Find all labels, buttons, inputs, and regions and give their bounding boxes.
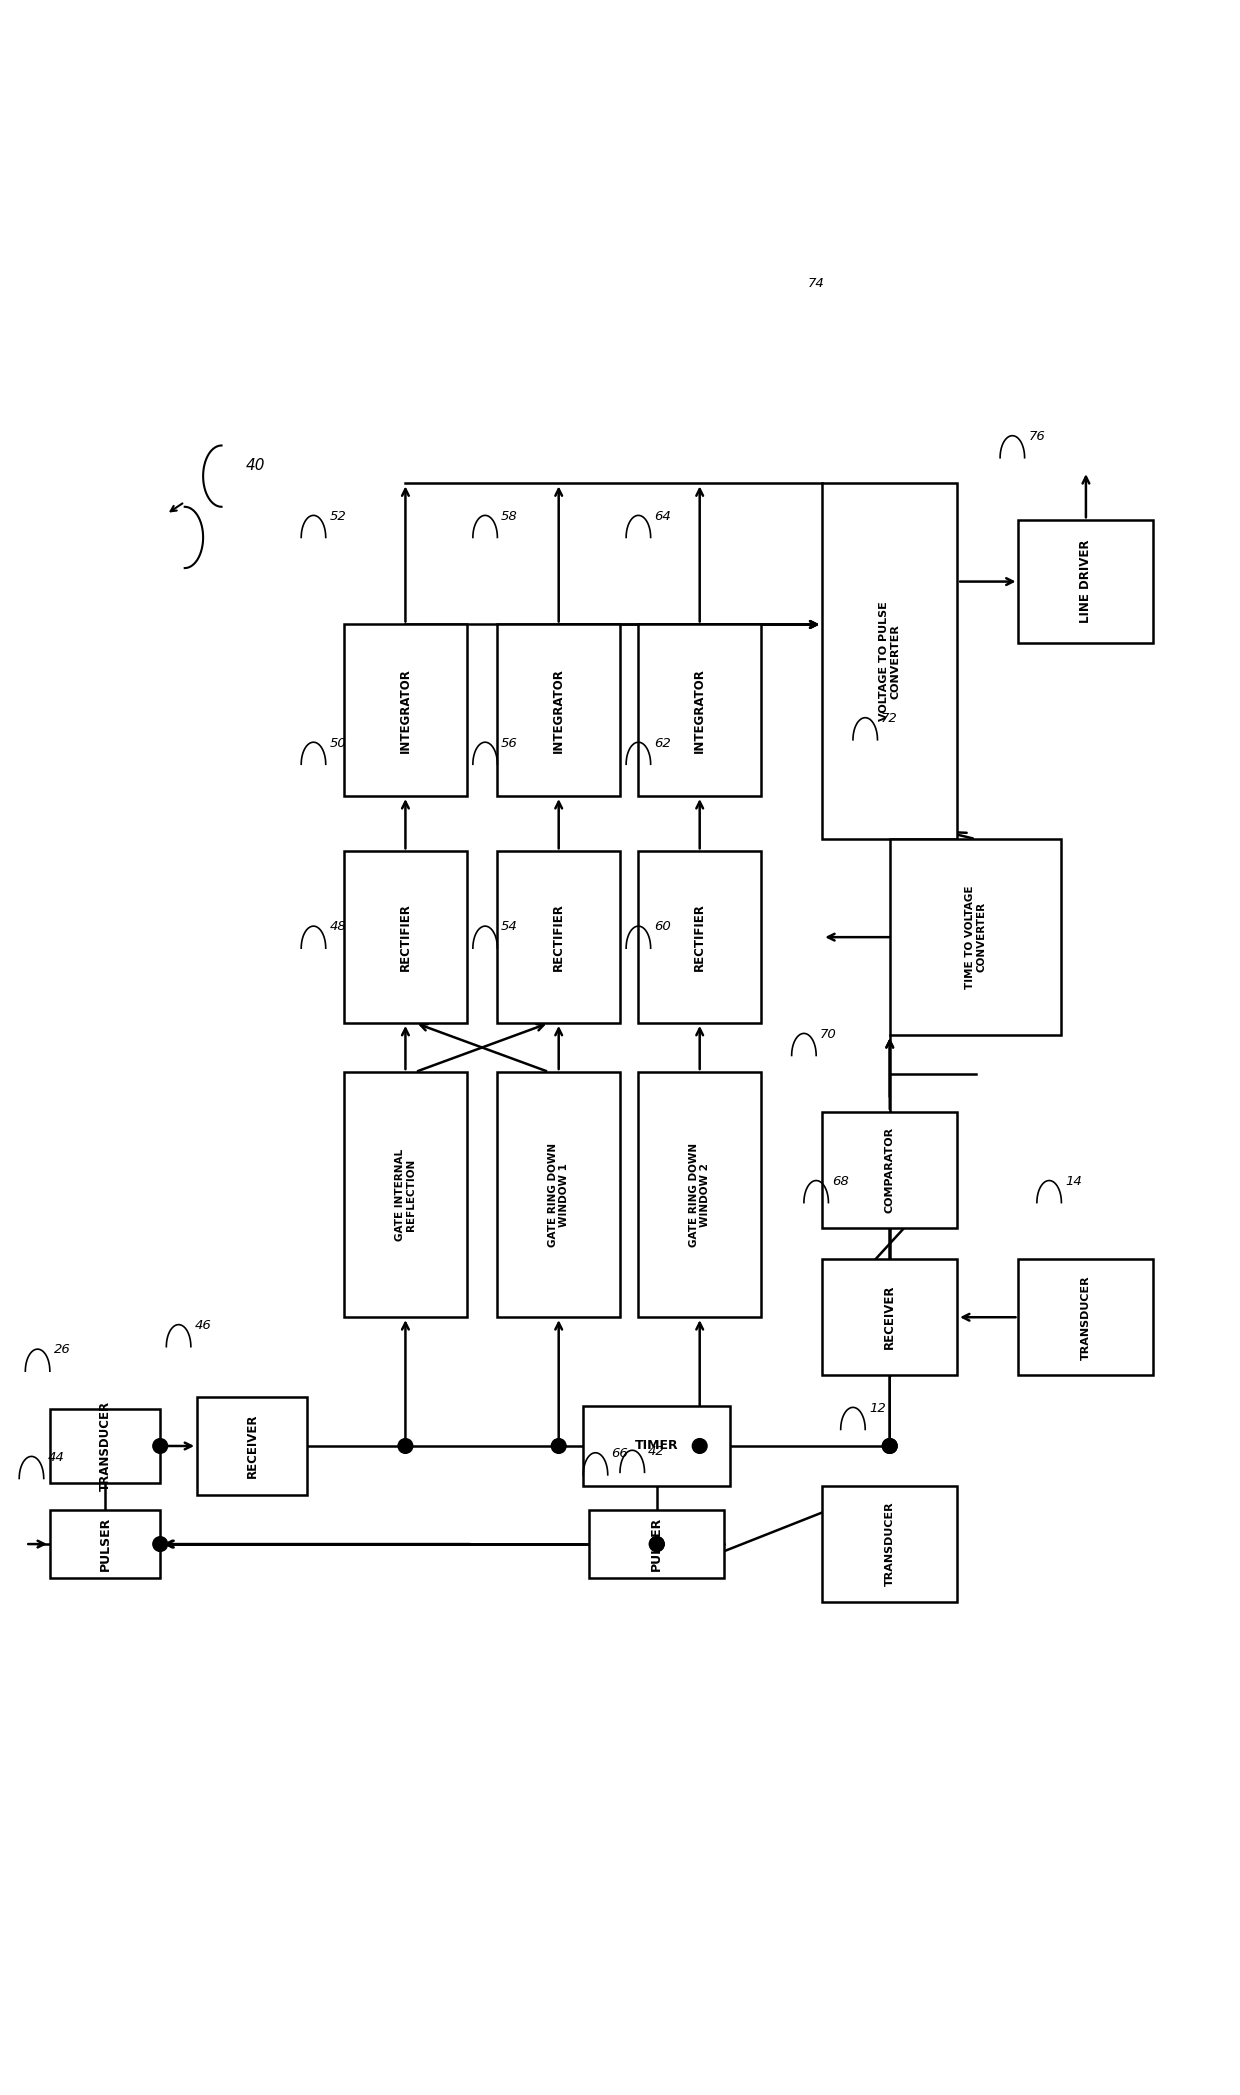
Text: 44: 44: [47, 1450, 64, 1464]
FancyBboxPatch shape: [345, 1073, 466, 1318]
Text: 64: 64: [655, 509, 671, 524]
FancyBboxPatch shape: [583, 1406, 730, 1485]
Text: INTEGRATOR: INTEGRATOR: [693, 668, 707, 752]
FancyBboxPatch shape: [639, 1073, 761, 1318]
Text: 72: 72: [882, 712, 898, 725]
Text: 74: 74: [807, 277, 825, 289]
Text: GATE RING DOWN
WINDOW 1: GATE RING DOWN WINDOW 1: [548, 1142, 569, 1247]
Text: 52: 52: [330, 509, 346, 524]
Text: TRANSDUCER: TRANSDUCER: [885, 1502, 895, 1586]
FancyBboxPatch shape: [589, 1510, 724, 1578]
Text: 42: 42: [649, 1446, 665, 1458]
FancyBboxPatch shape: [50, 1510, 160, 1578]
FancyBboxPatch shape: [1018, 1259, 1153, 1376]
Circle shape: [883, 1439, 897, 1454]
Circle shape: [650, 1538, 665, 1552]
Text: 76: 76: [1028, 429, 1045, 442]
Circle shape: [398, 1439, 413, 1454]
Text: 68: 68: [832, 1175, 849, 1188]
Circle shape: [552, 1439, 565, 1454]
Text: PULSER: PULSER: [98, 1517, 112, 1571]
FancyBboxPatch shape: [822, 484, 957, 840]
Text: 46: 46: [195, 1320, 211, 1332]
Text: PULSER: PULSER: [650, 1517, 663, 1571]
Text: LINE DRIVER: LINE DRIVER: [1080, 541, 1092, 624]
Text: RECEIVER: RECEIVER: [246, 1414, 259, 1479]
Text: 70: 70: [820, 1029, 837, 1041]
FancyBboxPatch shape: [497, 1073, 620, 1318]
Text: 54: 54: [501, 920, 518, 934]
FancyBboxPatch shape: [345, 851, 466, 1022]
FancyBboxPatch shape: [345, 624, 466, 796]
Circle shape: [883, 1439, 897, 1454]
Text: 14: 14: [1065, 1175, 1081, 1188]
Text: 60: 60: [655, 920, 671, 934]
Text: GATE RING DOWN
WINDOW 2: GATE RING DOWN WINDOW 2: [689, 1142, 711, 1247]
Text: TRANSDUCER: TRANSDUCER: [1081, 1276, 1091, 1360]
Text: 58: 58: [501, 509, 518, 524]
Text: 40: 40: [246, 457, 265, 473]
Text: 26: 26: [53, 1343, 71, 1355]
Text: TRANSDUCER: TRANSDUCER: [98, 1402, 112, 1492]
Text: RECTIFIER: RECTIFIER: [399, 903, 412, 972]
Circle shape: [650, 1538, 665, 1552]
Text: TIME TO VOLTAGE
CONVERTER: TIME TO VOLTAGE CONVERTER: [965, 886, 986, 989]
FancyBboxPatch shape: [1018, 520, 1153, 643]
Text: INTEGRATOR: INTEGRATOR: [552, 668, 565, 752]
FancyBboxPatch shape: [497, 851, 620, 1022]
Text: 12: 12: [869, 1402, 885, 1414]
Circle shape: [153, 1439, 167, 1454]
Text: 56: 56: [501, 737, 518, 750]
FancyBboxPatch shape: [822, 1259, 957, 1376]
FancyBboxPatch shape: [197, 1397, 308, 1496]
Circle shape: [153, 1538, 167, 1552]
Text: 50: 50: [330, 737, 346, 750]
FancyBboxPatch shape: [890, 840, 1061, 1035]
FancyBboxPatch shape: [822, 1112, 957, 1228]
FancyBboxPatch shape: [50, 1410, 160, 1483]
Text: COMPARATOR: COMPARATOR: [885, 1127, 895, 1213]
FancyBboxPatch shape: [639, 624, 761, 796]
FancyBboxPatch shape: [822, 1485, 957, 1603]
Text: VOLTAGE TO PULSE
CONVERTER: VOLTAGE TO PULSE CONVERTER: [879, 601, 900, 721]
Text: 62: 62: [655, 737, 671, 750]
Text: RECTIFIER: RECTIFIER: [552, 903, 565, 972]
Text: RECEIVER: RECEIVER: [883, 1284, 897, 1349]
FancyBboxPatch shape: [497, 624, 620, 796]
Text: INTEGRATOR: INTEGRATOR: [399, 668, 412, 752]
Text: RECTIFIER: RECTIFIER: [693, 903, 707, 972]
Text: GATE INTERNAL
REFLECTION: GATE INTERNAL REFLECTION: [394, 1148, 417, 1240]
FancyBboxPatch shape: [639, 851, 761, 1022]
Circle shape: [692, 1439, 707, 1454]
Text: TIMER: TIMER: [635, 1439, 678, 1452]
Text: 66: 66: [611, 1448, 629, 1460]
Text: 48: 48: [330, 920, 346, 934]
